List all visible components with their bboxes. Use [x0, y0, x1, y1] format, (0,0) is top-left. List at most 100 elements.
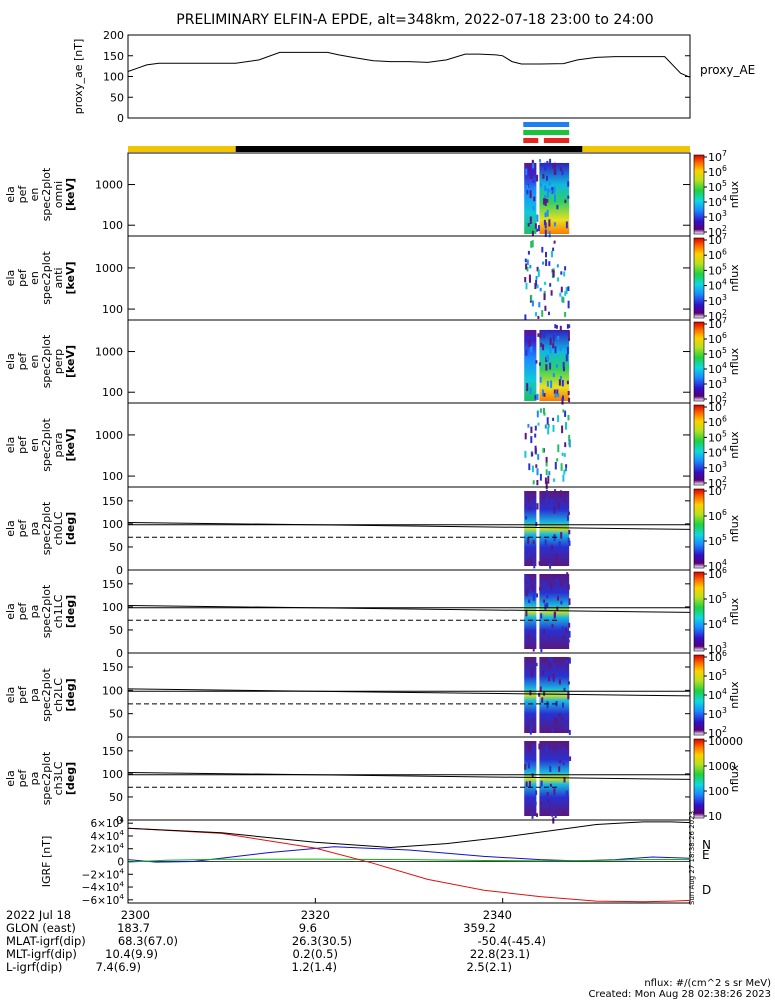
- spectrogram-pixel: [549, 362, 552, 370]
- spectrogram-pixel: [569, 756, 572, 762]
- spectrogram-pixel: [545, 456, 548, 463]
- proxy-ae-panel: 0 50 100 150 200 proxy_ae [nT] proxy_AE: [72, 29, 755, 125]
- spectrogram-pixel: [541, 310, 544, 317]
- spectrogram-pixel: [558, 541, 561, 547]
- spectrogram-pixel: [531, 230, 534, 237]
- axis-label-word: anti: [52, 267, 65, 288]
- y-tick-label: 1000: [95, 262, 123, 275]
- footer-col2-value: 9.6: [298, 921, 317, 935]
- axis-label: proxy_ae [nT]: [72, 39, 85, 114]
- spectrogram-pixel: [546, 199, 549, 203]
- spectrogram-pixel: [552, 673, 555, 680]
- spectrogram-pixel: [531, 240, 534, 248]
- colorbar-tick-label: 106: [708, 247, 727, 262]
- spectrogram-pixel: [528, 552, 530, 557]
- spectrogram-pixel: [542, 261, 545, 265]
- spectrogram-pixel: [536, 480, 539, 486]
- y-tick-label: 150: [103, 50, 124, 63]
- spectrogram-pixel: [566, 515, 569, 521]
- spectrogram-pixel: [548, 219, 551, 227]
- spectrogram-pixel: [530, 336, 533, 341]
- spectrogram-pixel: [562, 761, 565, 766]
- axis-label: ela pef pa spec2plot ch1LC [deg]: [4, 584, 77, 638]
- spectrogram-pixel: [530, 725, 533, 729]
- spectrogram-pixel: [530, 295, 533, 301]
- loss-cone-line: [127, 522, 691, 530]
- axis-label-word: [keV]: [64, 178, 77, 211]
- spectrogram-pixel: [562, 409, 565, 413]
- colorbar: [693, 738, 705, 819]
- spectrogram-pixel: [553, 389, 556, 394]
- spectrogram-pixel: [549, 337, 552, 345]
- spectrogram-pixel: [550, 380, 553, 388]
- colorbar-tick-label: 104: [708, 278, 727, 293]
- spectrogram-pixel: [529, 506, 532, 510]
- colorbar-label: nflux: [728, 264, 741, 292]
- y-tick-label: 0: [116, 564, 123, 577]
- colorbar: [693, 237, 705, 319]
- spectrogram-pixel: [529, 728, 532, 735]
- spectrogram-pixel: [528, 762, 530, 769]
- spectrogram-pixel: [539, 331, 542, 339]
- colorbar-tick-label: 105: [708, 429, 727, 444]
- spectrogram-pixel: [524, 314, 527, 321]
- spectrogram-pixel: [546, 175, 548, 181]
- spectrogram-pixel: [542, 447, 545, 453]
- colorbar-label: nflux: [728, 180, 741, 208]
- spectrogram-pixel: [527, 423, 530, 428]
- colorbar-tick-label: 103: [708, 293, 727, 308]
- spectrogram-pixel: [563, 271, 566, 277]
- spectrogram-pixel: [554, 718, 556, 725]
- spectrogram-pixel: [537, 269, 540, 277]
- spectrogram-pixel: [540, 780, 543, 787]
- spectrogram-pixel: [567, 511, 570, 516]
- spectrogram-pixel: [542, 344, 545, 351]
- axis-label-word: ela: [4, 770, 17, 787]
- footer-col3-value: -50.4(-45.4): [477, 934, 546, 948]
- spectrogram-pixel: [549, 283, 552, 287]
- colorbar-tick-label: 106: [708, 566, 727, 581]
- spectrogram-pixel: [551, 250, 553, 258]
- spectrogram-pixel: [529, 216, 532, 224]
- spectrogram-pixel: [562, 635, 565, 640]
- colorbar-tick-label: 106: [708, 331, 727, 346]
- spectrogram-pixel: [542, 173, 545, 179]
- spectrogram-pixel: [536, 284, 539, 289]
- axis-label: IGRF [nT]: [40, 836, 53, 888]
- y-tick-label: −2×104: [82, 867, 125, 882]
- spectrogram-panel: 0 50 100 150 ela pef pa spec2plot ch3LC [deg] 10 10…: [4, 735, 743, 827]
- spectrogram-pixel: [559, 759, 562, 764]
- spectrogram-pixel: [555, 717, 558, 725]
- footer-row-label: MLAT-igrf(dip): [6, 934, 86, 948]
- spectrogram-pixel: [553, 222, 556, 227]
- spectrogram-pixel: [538, 692, 541, 697]
- spectrogram-pixel: [545, 462, 548, 467]
- spectrogram-pixel: [545, 251, 547, 258]
- y-tick-label: 50: [109, 708, 123, 721]
- created-stamp: Created: Mon Aug 28 02:38:26 2023: [588, 989, 771, 1000]
- spectrogram-pixel: [550, 582, 553, 587]
- spectrogram-pixel: [527, 576, 530, 582]
- spectrogram-pixel: [560, 463, 563, 471]
- spectrogram-pixel: [532, 160, 535, 169]
- spectrogram-pixel: [561, 380, 564, 387]
- spectrogram-pixel: [532, 645, 535, 652]
- spectrogram-pixel: [550, 657, 553, 664]
- colorbar-label: nflux: [728, 514, 741, 542]
- footer-col3-value: 2340: [482, 908, 512, 922]
- footer-col2-value: 1.2(1.4): [291, 960, 337, 974]
- spectrogram-pixel: [527, 537, 530, 544]
- science-zone-bar: [523, 138, 539, 143]
- spectrogram-pixel: [540, 799, 543, 806]
- spectrogram-pixel: [554, 489, 557, 495]
- colorbar: [693, 488, 705, 569]
- spectrogram-pixel: [563, 453, 566, 457]
- spectrogram-pixel: [535, 464, 538, 468]
- spectrogram-pixel: [536, 228, 539, 232]
- axis-label-word: pa: [28, 605, 41, 619]
- spectrogram-pixel: [564, 312, 567, 317]
- spectrogram-pixel: [568, 434, 571, 442]
- spectrogram-pixel: [550, 190, 553, 194]
- spectrogram-pixel: [567, 286, 570, 291]
